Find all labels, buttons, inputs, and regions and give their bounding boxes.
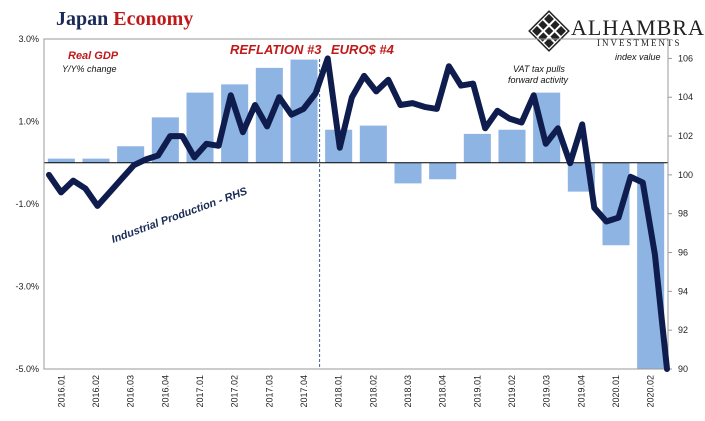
gdp-bar-2016.Q2	[82, 158, 110, 163]
annotation-gdp-sub: Y/Y% change	[62, 64, 117, 74]
gdp-bar-2018.Q3	[394, 162, 422, 184]
gdp-bar-2020.Q2	[637, 162, 665, 369]
plot-frame	[43, 38, 669, 370]
x-tick-label: 2017.02	[230, 375, 240, 408]
right-axis: 106 104 102 100 98 96 94 92 90	[668, 53, 693, 374]
annotation-ip-label: Industrial Production - RHS	[110, 185, 250, 246]
x-tick-label: 2016.04	[160, 375, 170, 408]
right-tick-label: 102	[678, 131, 693, 141]
annotation-euros: EURO$ #4	[331, 42, 395, 57]
annotation-vat-line1: VAT tax pulls	[513, 64, 565, 74]
x-tick-label: 2017.01	[195, 375, 205, 408]
x-axis: 2016.01 2016.02 2016.03 2016.04 2017.01 2017.…	[56, 375, 655, 408]
x-tick-label: 2016.01	[56, 375, 66, 408]
left-axis: 3.0% 1.0% -1.0% -3.0% -5.0%	[15, 34, 39, 374]
right-tick-label: 92	[678, 325, 688, 335]
x-tick-label: 2018.02	[368, 375, 378, 408]
x-tick-label: 2019.04	[576, 375, 586, 408]
bar-group	[47, 59, 665, 369]
left-tick-label: -1.0%	[15, 199, 39, 209]
x-tick-label: 2018.03	[403, 375, 413, 408]
x-tick-label: 2016.02	[91, 375, 101, 408]
gdp-bar-2019.Q2	[498, 129, 526, 163]
right-tick-label: 104	[678, 92, 693, 102]
x-tick-label: 2019.02	[507, 375, 517, 408]
right-tick-label: 100	[678, 170, 693, 180]
x-tick-label: 2019.01	[472, 375, 482, 408]
x-tick-label: 2020.02	[646, 375, 656, 408]
left-tick-label: -3.0%	[15, 282, 39, 292]
x-tick-label: 2018.01	[334, 375, 344, 408]
chart-title: Japan Economy	[56, 8, 193, 31]
x-tick-label: 2020.01	[611, 375, 621, 408]
right-tick-label: 96	[678, 248, 688, 258]
right-tick-label: 94	[678, 286, 688, 296]
gdp-bar-2018.Q4	[429, 162, 457, 180]
x-tick-label: 2016.03	[126, 375, 136, 408]
x-tick-label: 2017.03	[264, 375, 274, 408]
x-tick-label: 2017.04	[299, 375, 309, 408]
industrial-production-line	[46, 55, 670, 372]
annotation-vat-line2: forward activity	[508, 75, 569, 85]
left-tick-label: -5.0%	[15, 364, 39, 374]
gdp-bar-2018.Q2	[359, 125, 387, 163]
x-tick-label: 2018.04	[438, 375, 448, 408]
left-tick-label: 3.0%	[18, 34, 39, 44]
right-tick-label: 90	[678, 364, 688, 374]
title-part-economy: Economy	[113, 8, 194, 30]
left-tick-label: 1.0%	[18, 117, 39, 127]
annotation-reflation: REFLATION #3	[230, 42, 322, 57]
title-part-japan: Japan	[56, 8, 109, 30]
annotation-index-value: index value	[615, 52, 661, 62]
right-tick-label: 106	[678, 53, 693, 63]
gdp-bar-2019.Q1	[463, 133, 491, 163]
gdp-bar-2016.Q1	[47, 158, 75, 163]
right-tick-label: 98	[678, 209, 688, 219]
gdp-bar-2016.Q3	[117, 146, 145, 163]
logo-subtitle: INVESTMENTS	[597, 38, 682, 48]
logo-name: ALHAMBRA	[571, 15, 705, 40]
annotation-gdp-label: Real GDP	[68, 50, 119, 62]
x-tick-label: 2019.03	[542, 375, 552, 408]
